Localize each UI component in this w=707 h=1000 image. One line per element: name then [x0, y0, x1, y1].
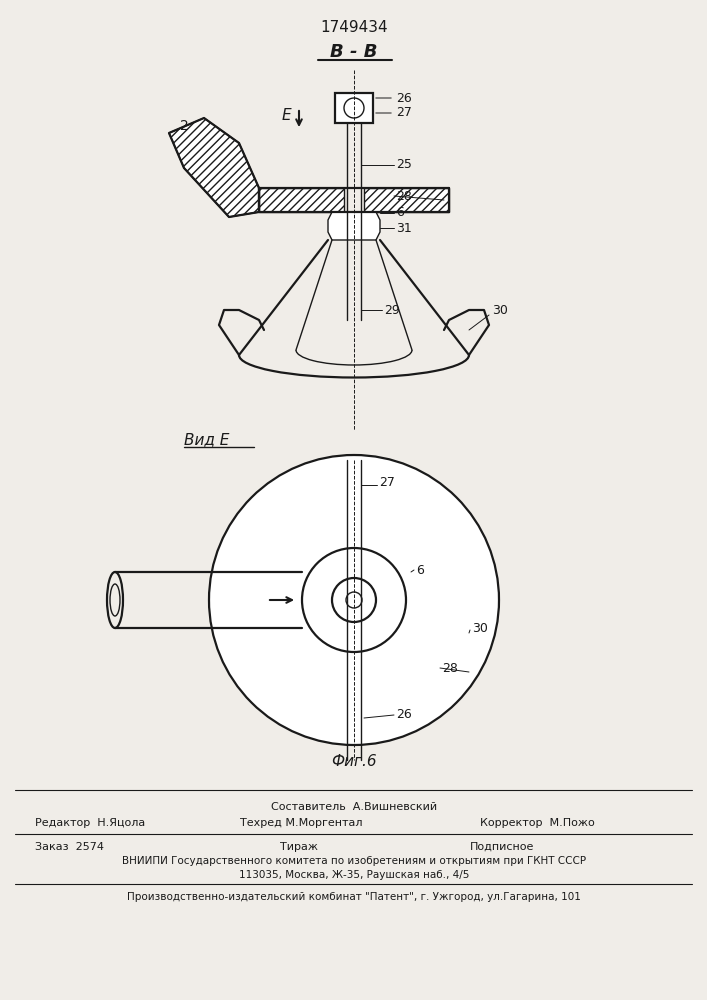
Text: 2: 2: [180, 119, 188, 133]
Circle shape: [344, 98, 364, 118]
Text: Корректор  М.Пожо: Корректор М.Пожо: [480, 818, 595, 828]
Text: 27: 27: [379, 477, 395, 489]
Text: Производственно-издательский комбинат "Патент", г. Ужгород, ул.Гагарина, 101: Производственно-издательский комбинат "П…: [127, 892, 581, 902]
Polygon shape: [364, 188, 449, 212]
Text: Составитель  А.Вишневский: Составитель А.Вишневский: [271, 802, 437, 812]
Text: Е: Е: [281, 108, 291, 123]
Circle shape: [209, 455, 499, 745]
Text: Заказ  2574: Заказ 2574: [35, 842, 104, 852]
Text: 27: 27: [396, 106, 412, 119]
Ellipse shape: [107, 572, 123, 628]
Polygon shape: [259, 188, 344, 212]
Text: Редактор  Н.Яцола: Редактор Н.Яцола: [35, 818, 145, 828]
Circle shape: [346, 592, 362, 608]
Text: 26: 26: [396, 92, 411, 104]
Text: 30: 30: [472, 621, 488, 635]
Text: 31: 31: [396, 222, 411, 234]
Text: 29: 29: [384, 304, 399, 316]
Ellipse shape: [110, 584, 120, 616]
Polygon shape: [335, 93, 373, 123]
Text: 28: 28: [442, 662, 458, 674]
Polygon shape: [169, 118, 259, 217]
Circle shape: [332, 578, 376, 622]
Text: 26: 26: [396, 708, 411, 722]
Text: Вид Е: Вид Е: [184, 432, 229, 448]
Text: Фиг.6: Фиг.6: [331, 754, 377, 770]
Text: 6: 6: [396, 207, 404, 220]
Text: Техред М.Моргентал: Техред М.Моргентал: [240, 818, 363, 828]
Text: 28: 28: [396, 190, 412, 202]
Text: 30: 30: [492, 304, 508, 316]
Text: ВНИИПИ Государственного комитета по изобретениям и открытиям при ГКНТ СССР: ВНИИПИ Государственного комитета по изоб…: [122, 856, 586, 866]
Text: 25: 25: [396, 158, 412, 172]
Circle shape: [302, 548, 406, 652]
Text: Подписное: Подписное: [470, 842, 534, 852]
Polygon shape: [328, 212, 380, 240]
Text: 6: 6: [416, 564, 424, 576]
Text: В - В: В - В: [330, 43, 378, 61]
Text: 113035, Москва, Ж-35, Раушская наб., 4/5: 113035, Москва, Ж-35, Раушская наб., 4/5: [239, 870, 469, 880]
Text: 1749434: 1749434: [320, 20, 388, 35]
Text: Тираж: Тираж: [280, 842, 318, 852]
